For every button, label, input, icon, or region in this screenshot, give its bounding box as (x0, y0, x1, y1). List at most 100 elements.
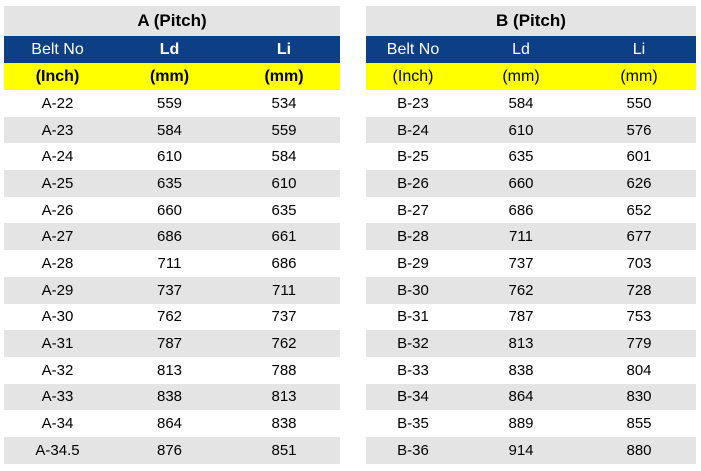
table-row: A-29 737 711 (4, 276, 340, 304)
unit-mm: (mm) (502, 67, 540, 85)
cell-li: 601 (626, 148, 652, 166)
cell-belt-no: A-27 (41, 228, 74, 246)
header-li: Li (276, 40, 292, 58)
cell-li: 880 (626, 441, 652, 459)
cell-ld: 762 (156, 308, 183, 326)
cell-ld: 686 (508, 201, 534, 219)
cell-ld: 686 (156, 228, 183, 246)
cell-belt-no: A-24 (41, 148, 74, 166)
cell-ld: 787 (508, 308, 534, 326)
cell-belt-no: B-27 (397, 201, 429, 219)
cell-ld: 711 (509, 228, 533, 246)
cell-ld: 889 (508, 415, 534, 433)
cell-belt-no: B-29 (397, 254, 429, 272)
cell-belt-no: A-34.5 (35, 441, 80, 459)
cell-belt-no: A-29 (41, 281, 74, 299)
cell-li: 626 (626, 174, 652, 192)
cell-ld: 610 (508, 121, 534, 139)
table-row: B-35 889 855 (366, 410, 696, 437)
cell-belt-no: B-30 (397, 281, 429, 299)
header-belt-no: Belt No (31, 40, 84, 58)
header-ld: Ld (159, 40, 180, 58)
table-b-title: B (Pitch) (366, 6, 696, 36)
table-a-header-row: Belt No Ld Li (4, 36, 340, 63)
cell-li: 711 (272, 281, 296, 299)
cell-ld: 584 (508, 94, 534, 112)
unit-inch: (Inch) (35, 67, 80, 85)
cell-li: 635 (271, 201, 297, 219)
cell-li: 813 (271, 388, 297, 406)
cell-li: 737 (271, 308, 297, 326)
cell-ld: 762 (508, 281, 534, 299)
table-b-pitch: B (Pitch) Belt No Ld Li (Inch) (mm) (mm)… (366, 6, 696, 464)
cell-ld: 635 (156, 174, 183, 192)
cell-li: 610 (271, 174, 297, 192)
cell-li: 830 (626, 388, 652, 406)
cell-ld: 838 (508, 361, 534, 379)
table-b-header-row: Belt No Ld Li (366, 36, 696, 63)
cell-li: 855 (626, 415, 652, 433)
cell-belt-no: B-24 (397, 121, 429, 139)
cell-belt-no: A-26 (41, 201, 74, 219)
cell-li: 838 (271, 415, 297, 433)
table-row: A-31 787 762 (4, 330, 340, 357)
table-row: A-25 635 610 (4, 170, 340, 197)
cell-li: 550 (626, 94, 652, 112)
cell-belt-no: B-26 (397, 174, 429, 192)
table-row: A-22 559 534 (4, 90, 340, 117)
table-a-pitch: A (Pitch) Belt No Ld Li (Inch) (mm) (mm)… (4, 6, 340, 464)
table-row: A-34.5 876 851 (4, 436, 340, 464)
cell-belt-no: B-31 (397, 308, 429, 326)
table-row: A-24 610 584 (4, 143, 340, 171)
table-row: B-32 813 779 (366, 330, 696, 357)
header-belt-no: Belt No (386, 40, 440, 58)
cell-belt-no: B-34 (397, 388, 429, 406)
unit-mm: (mm) (149, 67, 190, 85)
table-row: A-26 660 635 (4, 196, 340, 224)
table-row: A-34 864 838 (4, 410, 340, 437)
cell-ld: 610 (156, 148, 183, 166)
cell-li: 661 (271, 228, 297, 246)
table-row: B-27 686 652 (366, 196, 696, 224)
cell-ld: 813 (156, 361, 183, 379)
cell-li: 534 (271, 94, 297, 112)
cell-li: 762 (271, 335, 297, 353)
cell-belt-no: A-34 (41, 415, 74, 433)
cell-ld: 876 (156, 441, 183, 459)
cell-belt-no: A-31 (41, 335, 74, 353)
cell-li: 779 (626, 335, 652, 353)
cell-belt-no: B-35 (397, 415, 429, 433)
cell-li: 851 (271, 441, 297, 459)
cell-ld: 584 (156, 121, 183, 139)
cell-belt-no: A-30 (41, 308, 74, 326)
table-row: B-34 864 830 (366, 383, 696, 411)
table-row: A-23 584 559 (4, 116, 340, 144)
cell-belt-no: B-23 (397, 94, 429, 112)
table-row: B-30 762 728 (366, 276, 696, 304)
table-row: A-33 838 813 (4, 383, 340, 411)
table-row: B-29 737 703 (366, 250, 696, 277)
table-row: B-26 660 626 (366, 170, 696, 197)
cell-li: 728 (626, 281, 652, 299)
cell-belt-no: B-32 (397, 335, 429, 353)
cell-li: 703 (626, 254, 652, 272)
table-row: B-24 610 576 (366, 116, 696, 144)
cell-ld: 559 (156, 94, 183, 112)
cell-belt-no: B-25 (397, 148, 429, 166)
cell-li: 584 (271, 148, 297, 166)
cell-ld: 864 (508, 388, 534, 406)
table-a-units-row: (Inch) (mm) (mm) (4, 63, 340, 90)
cell-ld: 660 (508, 174, 534, 192)
cell-belt-no: B-33 (397, 361, 429, 379)
table-row: B-25 635 601 (366, 143, 696, 171)
cell-ld: 838 (156, 388, 183, 406)
table-row: B-33 838 804 (366, 356, 696, 384)
table-b-units-row: (Inch) (mm) (mm) (366, 63, 696, 90)
cell-belt-no: A-32 (41, 361, 74, 379)
cell-ld: 737 (156, 281, 183, 299)
cell-ld: 787 (156, 335, 183, 353)
cell-ld: 635 (508, 148, 534, 166)
cell-ld: 914 (508, 441, 534, 459)
table-row: A-28 711 686 (4, 250, 340, 277)
unit-mm: (mm) (620, 67, 658, 85)
